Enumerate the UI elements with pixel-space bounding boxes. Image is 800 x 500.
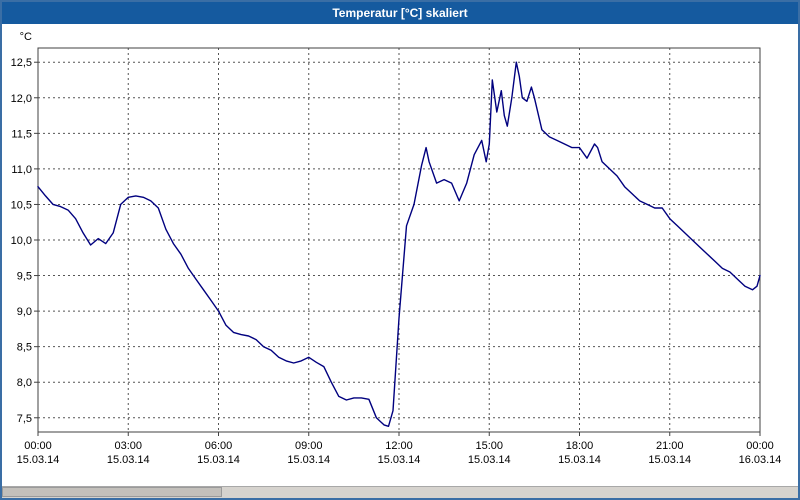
x-tick-date-label: 15.03.14 [287, 454, 330, 466]
y-tick-label: 10,5 [11, 199, 32, 211]
y-tick-label: 11,0 [11, 164, 32, 176]
y-tick-label: 9,0 [17, 306, 32, 318]
x-tick-date-label: 15.03.14 [378, 454, 421, 466]
x-tick-date-label: 15.03.14 [468, 454, 511, 466]
x-tick-time-label: 00:00 [746, 440, 774, 452]
x-tick-date-label: 15.03.14 [17, 454, 60, 466]
x-tick-date-label: 16.03.14 [739, 454, 782, 466]
y-tick-label: 10,0 [11, 235, 32, 247]
y-tick-label: 9,5 [17, 271, 32, 283]
window-title: Temperatur [°C] skaliert [2, 2, 798, 24]
x-tick-time-label: 15:00 [475, 440, 503, 452]
temperature-series-line [37, 61, 761, 427]
x-tick-date-label: 15.03.14 [197, 454, 240, 466]
x-tick-time-label: 03:00 [114, 440, 142, 452]
y-tick-label: 11,5 [11, 128, 32, 140]
x-tick-date-label: 15.03.14 [558, 454, 601, 466]
x-tick-time-label: 09:00 [295, 440, 323, 452]
x-tick-time-label: 00:00 [24, 440, 52, 452]
x-tick-date-label: 15.03.14 [648, 454, 691, 466]
x-tick-date-label: 15.03.14 [107, 454, 150, 466]
scrollbar-thumb[interactable] [2, 487, 222, 497]
temperature-line-chart: °C 7,5 8,0 8,5 9,0 9,5 10,0 10,5 11,0 11,5 12,0 12,… [11, 31, 782, 466]
y-tick-label: 12,0 [11, 93, 32, 105]
x-tick-time-label: 12:00 [385, 440, 413, 452]
horizontal-scrollbar[interactable] [2, 486, 798, 498]
y-tick-label: 8,0 [17, 377, 32, 389]
y-tick-label: 12,5 [11, 57, 32, 69]
x-tick-time-label: 21:00 [656, 440, 684, 452]
x-tick-time-label: 06:00 [205, 440, 233, 452]
y-tick-label: 8,5 [17, 342, 32, 354]
chart-area: °C 7,5 8,0 8,5 9,0 9,5 10,0 10,5 11,0 11,5 12,0 12,… [2, 24, 798, 486]
y-axis-unit-label: °C [20, 31, 32, 43]
y-tick-label: 7,5 [17, 413, 32, 425]
x-tick-time-label: 18:00 [566, 440, 594, 452]
